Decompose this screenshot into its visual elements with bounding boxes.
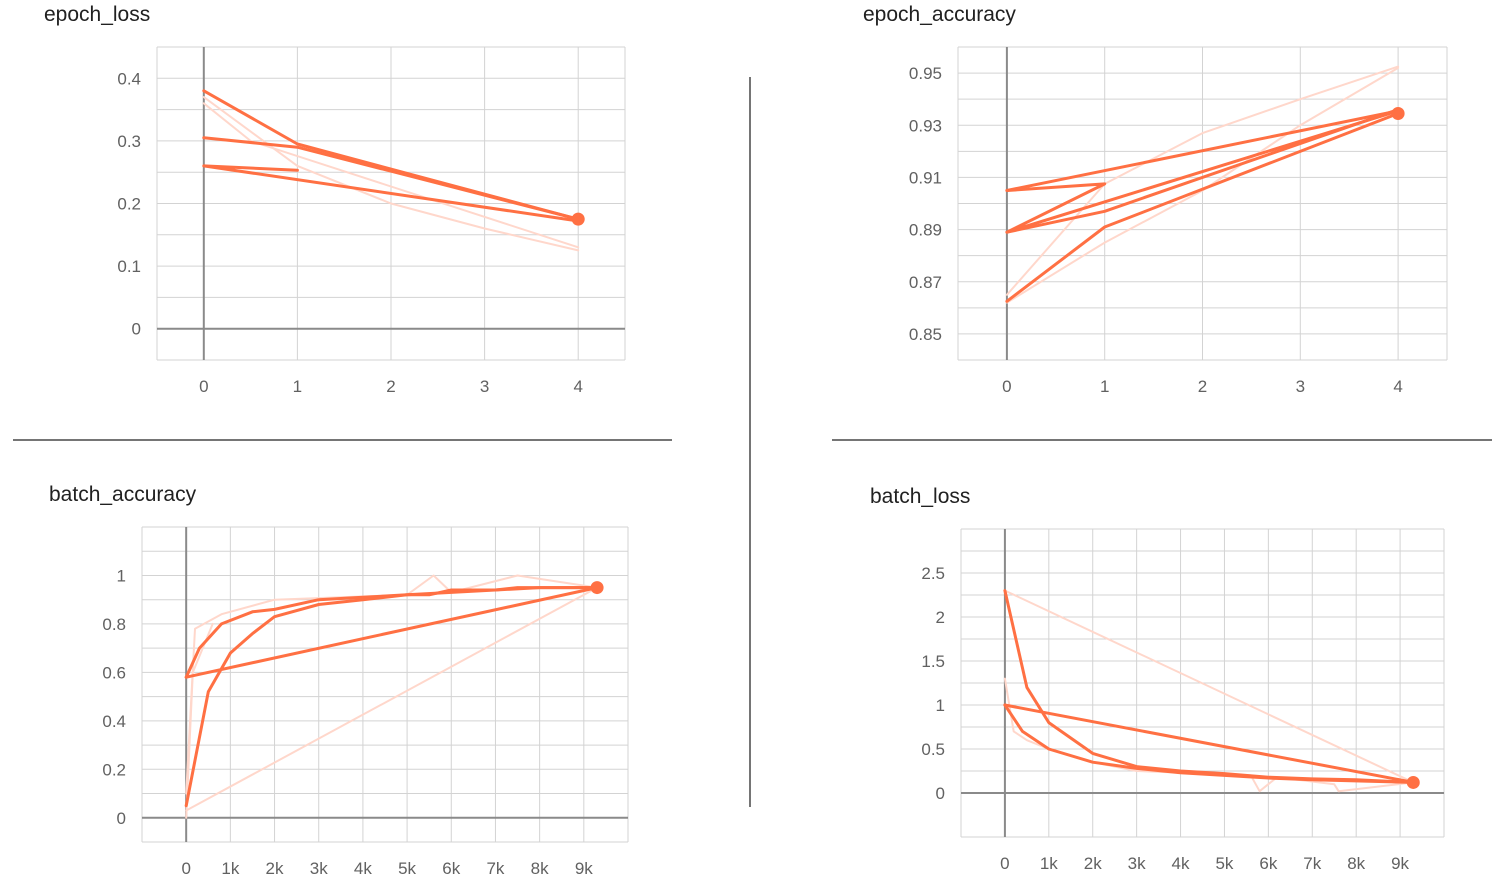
series-line-smoothed xyxy=(1005,108,1400,234)
y-tick-label: 0 xyxy=(936,784,945,803)
x-tick-label: 7k xyxy=(486,859,504,878)
y-tick-label: 0.87 xyxy=(909,273,942,292)
x-tick-label: 0 xyxy=(1000,854,1009,873)
y-tick-label: 0.95 xyxy=(909,64,942,83)
series-line-raw xyxy=(1003,589,1415,784)
x-tick-label: 1 xyxy=(293,377,302,396)
y-tick-label: 2 xyxy=(936,608,945,627)
x-tick-label: 1 xyxy=(1100,377,1109,396)
series-line-smoothed xyxy=(1005,109,1400,234)
x-tick-label: 1k xyxy=(221,859,239,878)
x-tick-label: 3k xyxy=(1128,854,1146,873)
divider-vertical xyxy=(749,77,751,807)
x-tick-label: 4k xyxy=(354,859,372,878)
x-tick-label: 0 xyxy=(199,377,208,396)
series-line-smoothed xyxy=(184,586,599,679)
y-tick-label: 0.8 xyxy=(102,615,126,634)
x-tick-label: 8k xyxy=(1347,854,1365,873)
series-line-raw xyxy=(202,102,580,249)
x-tick-label: 4k xyxy=(1172,854,1190,873)
x-tick-label: 6k xyxy=(1259,854,1277,873)
y-tick-label: 0.4 xyxy=(102,712,126,731)
x-tick-label: 2k xyxy=(266,859,284,878)
x-tick-label: 5k xyxy=(398,859,416,878)
x-tick-label: 3 xyxy=(1296,377,1305,396)
series-line-smoothed xyxy=(1003,703,1415,784)
series-end-marker xyxy=(590,581,604,595)
y-tick-label: 0.3 xyxy=(117,132,141,151)
y-tick-label: 0.6 xyxy=(102,663,126,682)
x-tick-label: 2 xyxy=(386,377,395,396)
chart-epoch-loss: 0 0.1 0.2 0.3 0.4 0 1 2 3 4 xyxy=(117,46,626,396)
x-tick-label: 9k xyxy=(1391,854,1409,873)
series-line-smoothed xyxy=(1005,109,1400,192)
y-tick-label: 1 xyxy=(936,696,945,715)
y-tick-label: 0.5 xyxy=(921,740,945,759)
series-line-smoothed xyxy=(184,586,599,679)
y-tick-label: 0 xyxy=(117,809,126,828)
x-tick-label: 1k xyxy=(1040,854,1058,873)
chart-batch-accuracy: 0 0.2 0.4 0.6 0.8 1 0 1k 2k 3k 4k 5k 6k 7k 8k 9k xyxy=(102,526,629,878)
y-tick-label: 0 xyxy=(132,320,141,339)
x-tick-label: 6k xyxy=(442,859,460,878)
chart-panel-batch-loss: batch_loss 0 0.5 1 1.5 2 2.5 0 1k 2k 3k 4k 5k 6k 7k 8k… xyxy=(755,445,1505,889)
chart-title: batch_loss xyxy=(870,485,971,508)
y-tick-label: 0.2 xyxy=(102,760,126,779)
chart-panel-epoch-accuracy: epoch_accuracy 0.85 0.87 0.89 0.91 0.93 0.95 0… xyxy=(755,0,1505,440)
x-tick-label: 2k xyxy=(1084,854,1102,873)
y-tick-label: 2.5 xyxy=(921,564,945,583)
y-tick-label: 1 xyxy=(117,566,126,585)
series-end-marker xyxy=(1406,775,1420,789)
series-line-raw xyxy=(1005,65,1400,296)
chart-panel-batch-accuracy: batch_accuracy 0 0.2 0.4 0.6 0.8 1 0 1k 2k 3k 4k 5k… xyxy=(0,445,740,889)
series-line-raw xyxy=(185,586,599,812)
x-tick-label: 3k xyxy=(310,859,328,878)
x-tick-label: 3 xyxy=(480,377,489,396)
y-tick-label: 0.91 xyxy=(909,168,942,187)
series-end-marker xyxy=(571,212,585,226)
series-line-raw xyxy=(185,574,599,795)
chart-epoch-accuracy: 0.85 0.87 0.89 0.91 0.93 0.95 0 1 2 3 4 xyxy=(909,46,1448,396)
y-tick-label: 0.4 xyxy=(117,69,141,88)
y-tick-label: 0.2 xyxy=(117,195,141,214)
y-tick-label: 1.5 xyxy=(921,652,945,671)
chart-title: epoch_accuracy xyxy=(863,3,1016,26)
y-tick-label: 0.85 xyxy=(909,325,942,344)
y-tick-label: 0.89 xyxy=(909,221,942,240)
series-line-smoothed xyxy=(1005,112,1400,303)
series-line-smoothed xyxy=(1003,703,1415,784)
series-line-smoothed xyxy=(202,136,580,221)
x-tick-label: 8k xyxy=(531,859,549,878)
chart-panel-epoch-loss: epoch_loss 0 0.1 0.2 0.3 0.4 0 1 2 3 4 xyxy=(0,0,740,440)
x-tick-label: 4 xyxy=(573,377,582,396)
x-tick-label: 2 xyxy=(1198,377,1207,396)
divider-horizontal-right xyxy=(832,439,1492,441)
chart-batch-loss: 0 0.5 1 1.5 2 2.5 0 1k 2k 3k 4k 5k 6k 7k 8k 9k xyxy=(921,528,1445,873)
chart-title: epoch_loss xyxy=(44,3,151,26)
x-tick-label: 7k xyxy=(1303,854,1321,873)
series-line-smoothed xyxy=(202,164,580,223)
divider-horizontal-left xyxy=(13,439,672,441)
x-tick-label: 0 xyxy=(181,859,190,878)
x-tick-label: 0 xyxy=(1002,377,1011,396)
y-tick-label: 0.93 xyxy=(909,116,942,135)
x-tick-label: 5k xyxy=(1215,854,1233,873)
x-tick-label: 4 xyxy=(1393,377,1402,396)
chart-title: batch_accuracy xyxy=(49,483,197,506)
series-end-marker xyxy=(1391,107,1405,121)
y-tick-label: 0.1 xyxy=(117,257,141,276)
x-tick-label: 9k xyxy=(575,859,593,878)
